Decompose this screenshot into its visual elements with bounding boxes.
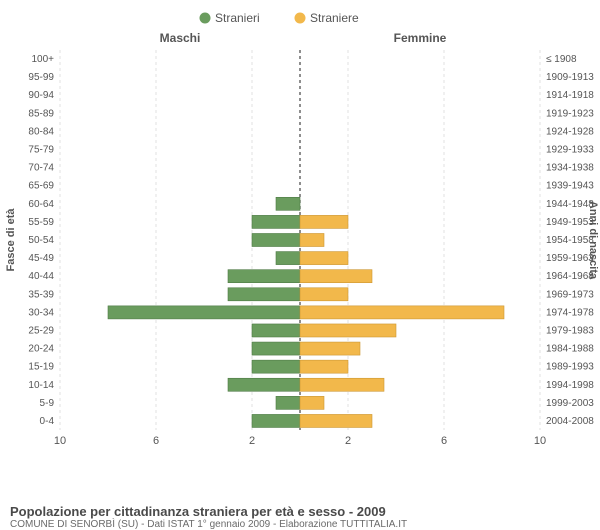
female-bar	[300, 306, 504, 319]
birth-year-label: ≤ 1908	[546, 54, 577, 65]
legend-swatch	[200, 13, 211, 24]
age-group-label: 0-4	[40, 416, 55, 427]
age-group-label: 50-54	[28, 235, 54, 246]
female-bar	[300, 342, 360, 355]
age-group-label: 60-64	[28, 199, 54, 210]
birth-year-label: 2004-2008	[546, 416, 594, 427]
male-bar	[252, 360, 300, 373]
chart-title: Popolazione per cittadinanza straniera p…	[10, 504, 590, 519]
svg-text:2: 2	[249, 435, 255, 447]
female-bar	[300, 270, 372, 283]
age-group-label: 25-29	[28, 325, 54, 336]
female-bar	[300, 396, 324, 409]
age-group-label: 80-84	[28, 126, 54, 137]
male-bar	[252, 215, 300, 228]
age-group-label: 65-69	[28, 181, 54, 192]
legend-swatch	[295, 13, 306, 24]
male-bar	[252, 233, 300, 246]
female-bar	[300, 233, 324, 246]
birth-year-label: 1979-1983	[546, 325, 594, 336]
male-bar	[228, 378, 300, 391]
birth-year-label: 1974-1978	[546, 307, 594, 318]
svg-text:6: 6	[441, 435, 447, 447]
female-bar	[300, 414, 372, 427]
birth-year-label: 1999-2003	[546, 398, 594, 409]
female-bar	[300, 215, 348, 228]
chart-caption: Popolazione per cittadinanza straniera p…	[0, 500, 600, 530]
y-left-title: Fasce di età	[5, 208, 17, 272]
age-group-label: 20-24	[28, 344, 54, 355]
age-group-label: 10-14	[28, 380, 54, 391]
birth-year-label: 1934-1938	[546, 163, 594, 174]
female-bar	[300, 360, 348, 373]
age-group-label: 30-34	[28, 307, 54, 318]
birth-year-label: 1989-1993	[546, 362, 594, 373]
male-bar	[228, 288, 300, 301]
birth-year-label: 1929-1933	[546, 145, 594, 156]
male-bar	[276, 252, 300, 265]
birth-year-label: 1914-1918	[546, 90, 594, 101]
birth-year-label: 1909-1913	[546, 72, 594, 83]
male-bar	[108, 306, 300, 319]
age-group-label: 95-99	[28, 72, 54, 83]
y-right-title: Anni di nascita	[587, 201, 599, 280]
birth-year-label: 1939-1943	[546, 181, 594, 192]
male-bar	[252, 324, 300, 337]
svg-text:10: 10	[534, 435, 546, 447]
svg-text:6: 6	[153, 435, 159, 447]
legend-label: Straniere	[310, 11, 359, 25]
female-bar	[300, 378, 384, 391]
birth-year-label: 1969-1973	[546, 289, 594, 300]
female-bar	[300, 252, 348, 265]
male-bar	[228, 270, 300, 283]
age-group-label: 5-9	[40, 398, 55, 409]
chart-subtitle: COMUNE DI SENORBÌ (SU) - Dati ISTAT 1° g…	[10, 519, 590, 530]
svg-text:2: 2	[345, 435, 351, 447]
birth-year-label: 1984-1988	[546, 344, 594, 355]
age-group-label: 100+	[31, 54, 54, 65]
male-bar	[252, 342, 300, 355]
male-header: Maschi	[160, 31, 201, 45]
legend-label: Stranieri	[215, 11, 260, 25]
female-bar	[300, 324, 396, 337]
age-group-label: 40-44	[28, 271, 54, 282]
age-group-label: 45-49	[28, 253, 54, 264]
age-group-label: 90-94	[28, 90, 54, 101]
svg-text:10: 10	[54, 435, 66, 447]
age-group-label: 85-89	[28, 108, 54, 119]
female-header: Femmine	[394, 31, 447, 45]
population-pyramid-chart: 10 6 2 2 6 10 100+ ≤ 1908 95-99 1909-1913 90-94 191…	[0, 0, 600, 500]
age-group-label: 75-79	[28, 145, 54, 156]
age-group-label: 55-59	[28, 217, 54, 228]
male-bar	[276, 396, 300, 409]
birth-year-label: 1919-1923	[546, 108, 594, 119]
age-group-label: 15-19	[28, 362, 54, 373]
male-bar	[252, 414, 300, 427]
birth-year-label: 1924-1928	[546, 126, 594, 137]
age-group-label: 70-74	[28, 163, 54, 174]
age-group-label: 35-39	[28, 289, 54, 300]
female-bar	[300, 288, 348, 301]
birth-year-label: 1994-1998	[546, 380, 594, 391]
male-bar	[276, 197, 300, 210]
